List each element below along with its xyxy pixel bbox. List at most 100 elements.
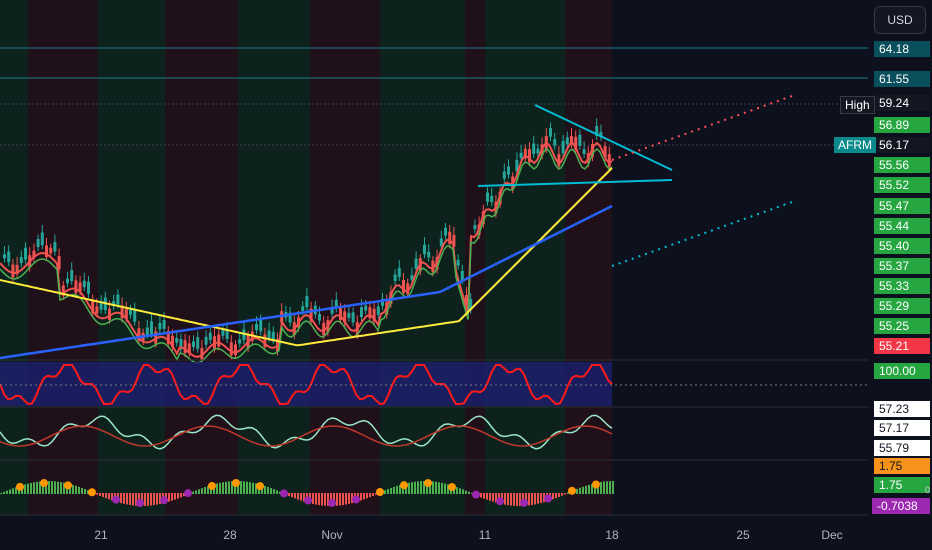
histogram-bar bbox=[198, 489, 200, 494]
candle-body bbox=[397, 268, 401, 277]
histogram-bar bbox=[555, 493, 557, 499]
candle-body bbox=[179, 339, 183, 350]
histogram-bar bbox=[102, 493, 104, 498]
price-label: 59.24 bbox=[874, 95, 930, 111]
candle-body bbox=[410, 275, 414, 280]
price-label: 55.52 bbox=[874, 177, 930, 193]
price-label: 55.44 bbox=[874, 218, 930, 234]
histogram-bar bbox=[291, 493, 293, 498]
signal-dot bbox=[64, 481, 72, 490]
candle-body bbox=[607, 154, 611, 167]
candle-body bbox=[473, 225, 477, 230]
time-tick-label: 11 bbox=[478, 528, 492, 542]
signal-dot bbox=[112, 495, 120, 504]
histogram-bar bbox=[42, 481, 44, 494]
candle-body bbox=[570, 135, 573, 145]
histogram-bar bbox=[33, 482, 35, 494]
candle-body bbox=[19, 257, 23, 264]
histogram-bar bbox=[207, 486, 209, 494]
candle-body bbox=[427, 251, 431, 258]
candle-body bbox=[234, 344, 237, 355]
session-band bbox=[98, 0, 165, 515]
candle-body bbox=[3, 254, 6, 259]
candle-body bbox=[603, 146, 607, 158]
price-label: 55.47 bbox=[874, 198, 930, 214]
histogram-bar bbox=[510, 493, 512, 506]
price-label: 56.17 bbox=[874, 137, 930, 153]
histogram-bar bbox=[423, 481, 425, 494]
histogram-bar bbox=[240, 481, 242, 494]
candle-body bbox=[87, 281, 90, 294]
histogram-bar bbox=[177, 493, 179, 499]
candle-body bbox=[116, 294, 120, 305]
candle-body bbox=[24, 247, 27, 260]
signal-dot bbox=[568, 486, 576, 495]
candle-body bbox=[347, 312, 351, 318]
pattern-lower-trendline bbox=[477, 179, 673, 187]
candle-body bbox=[301, 306, 305, 311]
candle-body bbox=[32, 250, 36, 259]
candle-body bbox=[108, 308, 111, 320]
candle-body bbox=[561, 140, 565, 154]
price-label: 55.25 bbox=[874, 318, 930, 334]
histogram-bar bbox=[303, 493, 305, 502]
signal-dot bbox=[16, 482, 24, 491]
candle-body bbox=[221, 329, 225, 336]
candle-body bbox=[515, 159, 519, 172]
histogram-bar bbox=[24, 484, 26, 494]
histogram-bar bbox=[3, 491, 5, 494]
currency-button[interactable]: USD bbox=[874, 6, 926, 34]
candle-body bbox=[557, 154, 561, 167]
indicator-label: 1.75 bbox=[874, 477, 930, 493]
candle-body bbox=[305, 296, 309, 308]
candle-body bbox=[372, 308, 376, 322]
signal-dot bbox=[376, 487, 384, 496]
histogram-bar bbox=[567, 492, 569, 494]
histogram-bar bbox=[456, 487, 458, 494]
signal-dot bbox=[472, 490, 480, 499]
candle-body bbox=[439, 238, 443, 247]
candle-body bbox=[465, 295, 468, 308]
candle-body bbox=[322, 322, 326, 336]
histogram-bar bbox=[123, 493, 125, 504]
candle-body bbox=[330, 306, 334, 314]
session-band bbox=[165, 0, 238, 515]
histogram-bar bbox=[609, 481, 611, 494]
histogram-bar bbox=[504, 493, 506, 505]
candle-body bbox=[582, 149, 586, 155]
candle-body bbox=[507, 166, 510, 175]
histogram-bar bbox=[318, 493, 320, 506]
candle-body bbox=[381, 298, 384, 306]
price-label: 55.40 bbox=[874, 238, 930, 254]
histogram-bar bbox=[51, 481, 53, 494]
indicator-label: 55.79 bbox=[874, 440, 930, 456]
histogram-bar bbox=[228, 481, 230, 494]
histogram-bar bbox=[333, 493, 335, 506]
candle-body bbox=[15, 264, 19, 275]
candle-body bbox=[45, 245, 48, 258]
candle-body bbox=[393, 274, 397, 281]
histogram-bar bbox=[84, 488, 86, 494]
histogram-bar bbox=[594, 483, 596, 494]
histogram-bar bbox=[369, 493, 371, 498]
histogram-bar bbox=[180, 493, 182, 498]
candle-body bbox=[402, 279, 405, 293]
candle-body bbox=[255, 323, 258, 331]
histogram-bar bbox=[408, 482, 410, 494]
candle-body bbox=[406, 283, 410, 295]
histogram-bar bbox=[495, 493, 497, 503]
histogram-bar bbox=[246, 481, 248, 494]
candle-body bbox=[229, 342, 233, 356]
histogram-bar bbox=[579, 487, 581, 494]
histogram-bar bbox=[87, 490, 89, 494]
ema-mid-line bbox=[0, 147, 613, 364]
histogram-bar bbox=[144, 493, 146, 506]
histogram-bar bbox=[312, 493, 314, 504]
oscillator-line bbox=[0, 364, 613, 406]
signal-dot bbox=[400, 481, 408, 490]
signal-dot bbox=[208, 481, 216, 490]
candle-body bbox=[549, 128, 552, 137]
candle-body bbox=[360, 307, 363, 318]
histogram-bar bbox=[387, 489, 389, 494]
